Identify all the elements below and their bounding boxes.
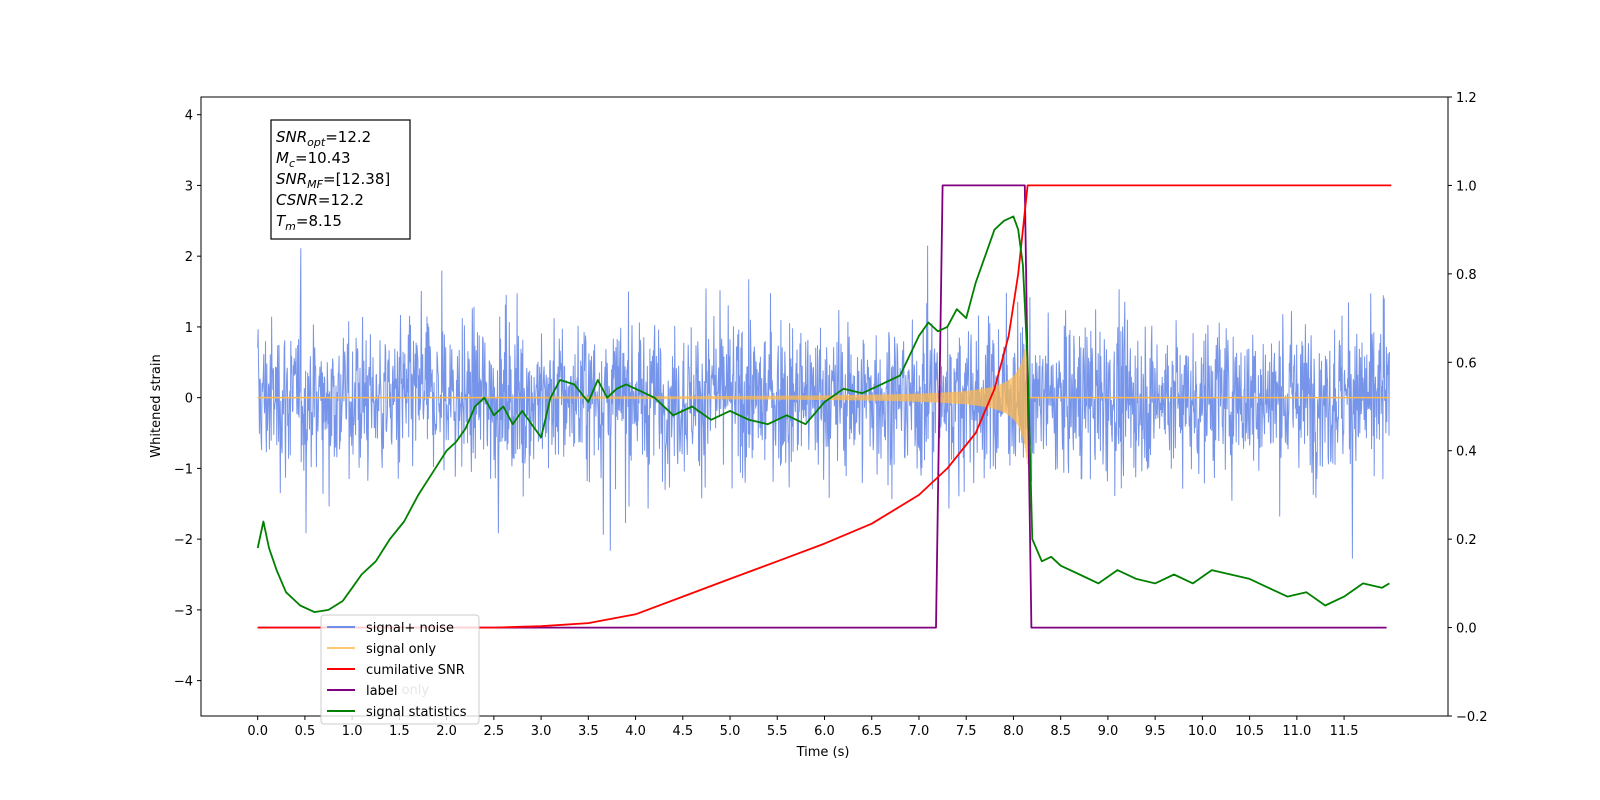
x-tick-label: 11.0 bbox=[1282, 724, 1311, 739]
x-tick-label: 4.5 bbox=[672, 724, 693, 739]
x-tick-label: 6.5 bbox=[861, 724, 882, 739]
x-tick-label: 1.5 bbox=[389, 724, 410, 739]
y-left-tick-label: 4 bbox=[185, 109, 193, 124]
y-right-tick-label: 0.0 bbox=[1456, 622, 1477, 637]
x-tick-label: 8.0 bbox=[1003, 724, 1024, 739]
y-right-tick-label: 0.8 bbox=[1456, 268, 1477, 283]
x-tick-label: 8.5 bbox=[1050, 724, 1071, 739]
y-left-tick-label: −1 bbox=[174, 462, 193, 477]
series-cumilative-snr bbox=[257, 184, 1392, 629]
y-right-tick-label: 0.6 bbox=[1456, 356, 1477, 371]
y-right-tick-label: 1.2 bbox=[1456, 91, 1477, 106]
info-line: Tm=8.15 bbox=[276, 212, 342, 233]
info-line: Mc=10.43 bbox=[276, 149, 351, 170]
info-line: SNRMF=[12.38] bbox=[276, 170, 390, 191]
x-tick-label: 5.0 bbox=[720, 724, 741, 739]
y-left-tick-label: 3 bbox=[185, 179, 193, 194]
x-tick-label: 0.5 bbox=[295, 724, 316, 739]
legend-entry-label: signal+ noise bbox=[366, 621, 454, 636]
legend-frame bbox=[320, 614, 480, 725]
x-tick-label: 10.0 bbox=[1188, 724, 1217, 739]
x-tick-label: 7.5 bbox=[956, 724, 977, 739]
x-tick-label: 4.0 bbox=[625, 724, 646, 739]
series-signal-plus-noise bbox=[257, 245, 1390, 559]
x-tick-label: 11.5 bbox=[1330, 724, 1359, 739]
y-axis-label: Whitened strain bbox=[149, 354, 164, 457]
y-left-tick-label: 2 bbox=[185, 250, 193, 265]
info-line: SNRopt=12.2 bbox=[276, 128, 371, 149]
y-left-tick-label: 0 bbox=[185, 392, 193, 407]
series-layer bbox=[256, 184, 1392, 629]
series-signal-statistics bbox=[256, 215, 1390, 613]
x-tick-label: 9.5 bbox=[1145, 724, 1166, 739]
x-tick-label: 7.0 bbox=[909, 724, 930, 739]
y-right-tick-label: 1.0 bbox=[1456, 179, 1477, 194]
x-tick-label: 1.0 bbox=[342, 724, 363, 739]
info-box-frame bbox=[270, 119, 411, 240]
ticks-layer: 0.0 0.5 1.0 1.5 2.0 2.5 3.0 3.5 4.0 4.5 5.0 5.5 6.0 6… bbox=[174, 91, 1488, 739]
legend-entry-label: cumilative SNR bbox=[366, 663, 465, 678]
x-tick-label: 3.5 bbox=[578, 724, 599, 739]
x-axis-label: Time (s) bbox=[796, 745, 850, 760]
y-left-tick-label: −4 bbox=[174, 675, 193, 690]
x-tick-label: 2.0 bbox=[436, 724, 457, 739]
info-annotation-box: SNRopt=12.2Mc=10.43SNRMF=[12.38]CSNR=12.… bbox=[270, 119, 411, 240]
x-tick-label: 9.0 bbox=[1098, 724, 1119, 739]
x-tick-label: 6.0 bbox=[814, 724, 835, 739]
x-tick-label: 2.5 bbox=[484, 724, 505, 739]
x-tick-label: 3.0 bbox=[531, 724, 552, 739]
legend-entry-label: label bbox=[366, 684, 397, 699]
legend-entry-label: signal only bbox=[366, 642, 436, 657]
y-right-tick-label: 0.2 bbox=[1456, 533, 1477, 548]
legend-entry-label: signal statistics bbox=[366, 705, 467, 720]
y-left-tick-label: −2 bbox=[174, 533, 193, 548]
info-line: CSNR=12.2 bbox=[276, 191, 364, 209]
y-right-tick-label: −0.2 bbox=[1456, 710, 1488, 725]
x-tick-label: 10.5 bbox=[1235, 724, 1264, 739]
series-signal-only-chirp bbox=[540, 331, 1029, 465]
y-left-tick-label: −3 bbox=[174, 604, 193, 619]
series-label bbox=[257, 184, 1387, 629]
y-left-tick-label: 1 bbox=[185, 321, 193, 336]
x-tick-label: 0.0 bbox=[247, 724, 268, 739]
y-right-tick-label: 0.4 bbox=[1456, 445, 1477, 460]
x-tick-label: 5.5 bbox=[767, 724, 788, 739]
